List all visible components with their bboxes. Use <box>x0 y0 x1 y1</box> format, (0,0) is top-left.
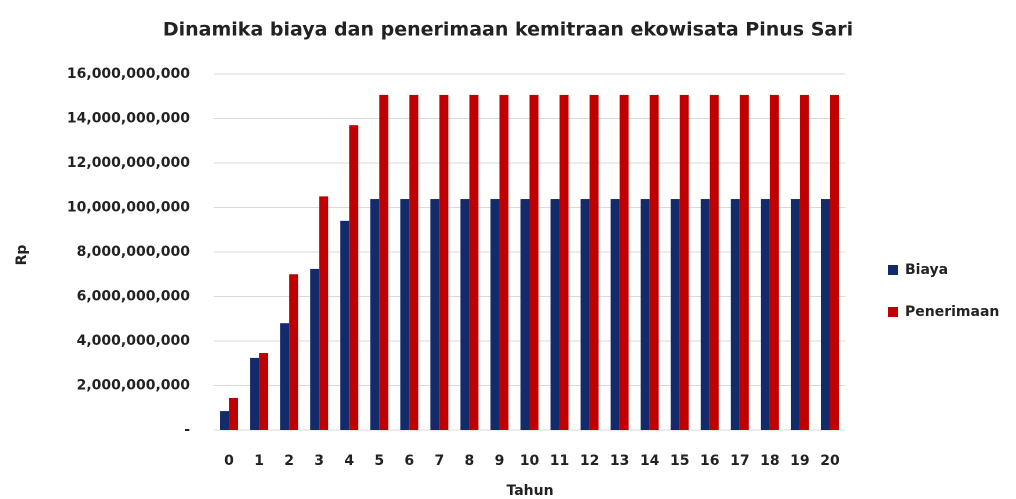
bar <box>409 94 419 430</box>
x-tick-label: 1 <box>254 453 264 469</box>
x-tick-label: 6 <box>404 453 414 469</box>
x-tick-label: 8 <box>465 453 475 469</box>
bar <box>400 199 410 430</box>
bar <box>379 94 389 430</box>
y-tick-label: 12,000,000,000 <box>67 155 190 171</box>
y-tick-label: 16,000,000,000 <box>67 66 190 82</box>
bar <box>670 199 680 430</box>
bar <box>790 199 800 430</box>
x-tick-label: 7 <box>434 453 444 469</box>
y-tick-label: 14,000,000,000 <box>67 111 190 127</box>
y-tick-label: 2,000,000,000 <box>77 378 191 394</box>
bar <box>550 199 560 430</box>
bar <box>499 94 509 430</box>
legend-label: Biaya <box>905 262 948 278</box>
bar <box>649 94 659 430</box>
bar <box>700 199 710 430</box>
bar <box>280 323 290 430</box>
bar <box>229 397 239 430</box>
y-axis-label: Rp <box>14 245 30 266</box>
bar <box>739 94 749 430</box>
bar <box>679 94 689 430</box>
bar <box>439 94 449 430</box>
y-tick-label: 6,000,000,000 <box>77 289 191 305</box>
x-tick-label: 20 <box>820 453 840 469</box>
bar <box>529 94 539 430</box>
x-tick-label: 17 <box>730 453 749 469</box>
legend-label: Penerimaan <box>905 304 999 320</box>
bar <box>829 94 839 430</box>
x-tick-label: 12 <box>580 453 599 469</box>
bar <box>220 411 230 430</box>
y-tick-label: 4,000,000,000 <box>77 333 191 349</box>
x-tick-label: 18 <box>760 453 779 469</box>
bar <box>709 94 719 430</box>
x-tick-label: 4 <box>344 453 354 469</box>
bar <box>319 196 329 430</box>
chart-title: Dinamika biaya dan penerimaan kemitraan … <box>163 19 853 41</box>
bar <box>340 220 350 430</box>
y-tick-label: 10,000,000,000 <box>67 200 190 216</box>
x-tick-label: 19 <box>790 453 809 469</box>
x-tick-label: 5 <box>374 453 384 469</box>
x-tick-label: 14 <box>640 453 660 469</box>
bar <box>259 353 269 430</box>
bar <box>799 94 809 430</box>
bar <box>310 268 320 430</box>
bar <box>619 94 629 430</box>
bar <box>460 199 470 430</box>
x-tick-label: 9 <box>495 453 505 469</box>
x-tick-label: 16 <box>700 453 719 469</box>
bar <box>589 94 599 430</box>
bar <box>640 199 650 430</box>
bar <box>730 199 740 430</box>
y-tick-label: 8,000,000,000 <box>77 244 191 260</box>
bar <box>289 274 299 430</box>
bar <box>760 199 770 430</box>
bar <box>580 199 590 430</box>
bar <box>559 94 569 430</box>
x-tick-label: 2 <box>284 453 294 469</box>
legend-swatch <box>888 307 898 317</box>
x-tick-label: 11 <box>550 453 569 469</box>
bar <box>820 199 830 430</box>
x-tick-label: 10 <box>520 453 540 469</box>
bar <box>469 94 479 430</box>
x-axis-label: Tahun <box>506 483 553 499</box>
bar <box>370 199 380 430</box>
x-tick-label: 13 <box>610 453 629 469</box>
bar <box>250 357 260 430</box>
bar <box>349 125 359 431</box>
bar <box>430 199 440 430</box>
x-tick-label: 3 <box>314 453 324 469</box>
bar <box>490 199 500 430</box>
bar <box>610 199 620 430</box>
bar <box>520 199 530 430</box>
bar <box>769 94 779 430</box>
x-tick-label: 0 <box>224 453 234 469</box>
legend-swatch <box>888 265 898 275</box>
y-tick-label: - <box>184 422 190 438</box>
x-tick-label: 15 <box>670 453 689 469</box>
